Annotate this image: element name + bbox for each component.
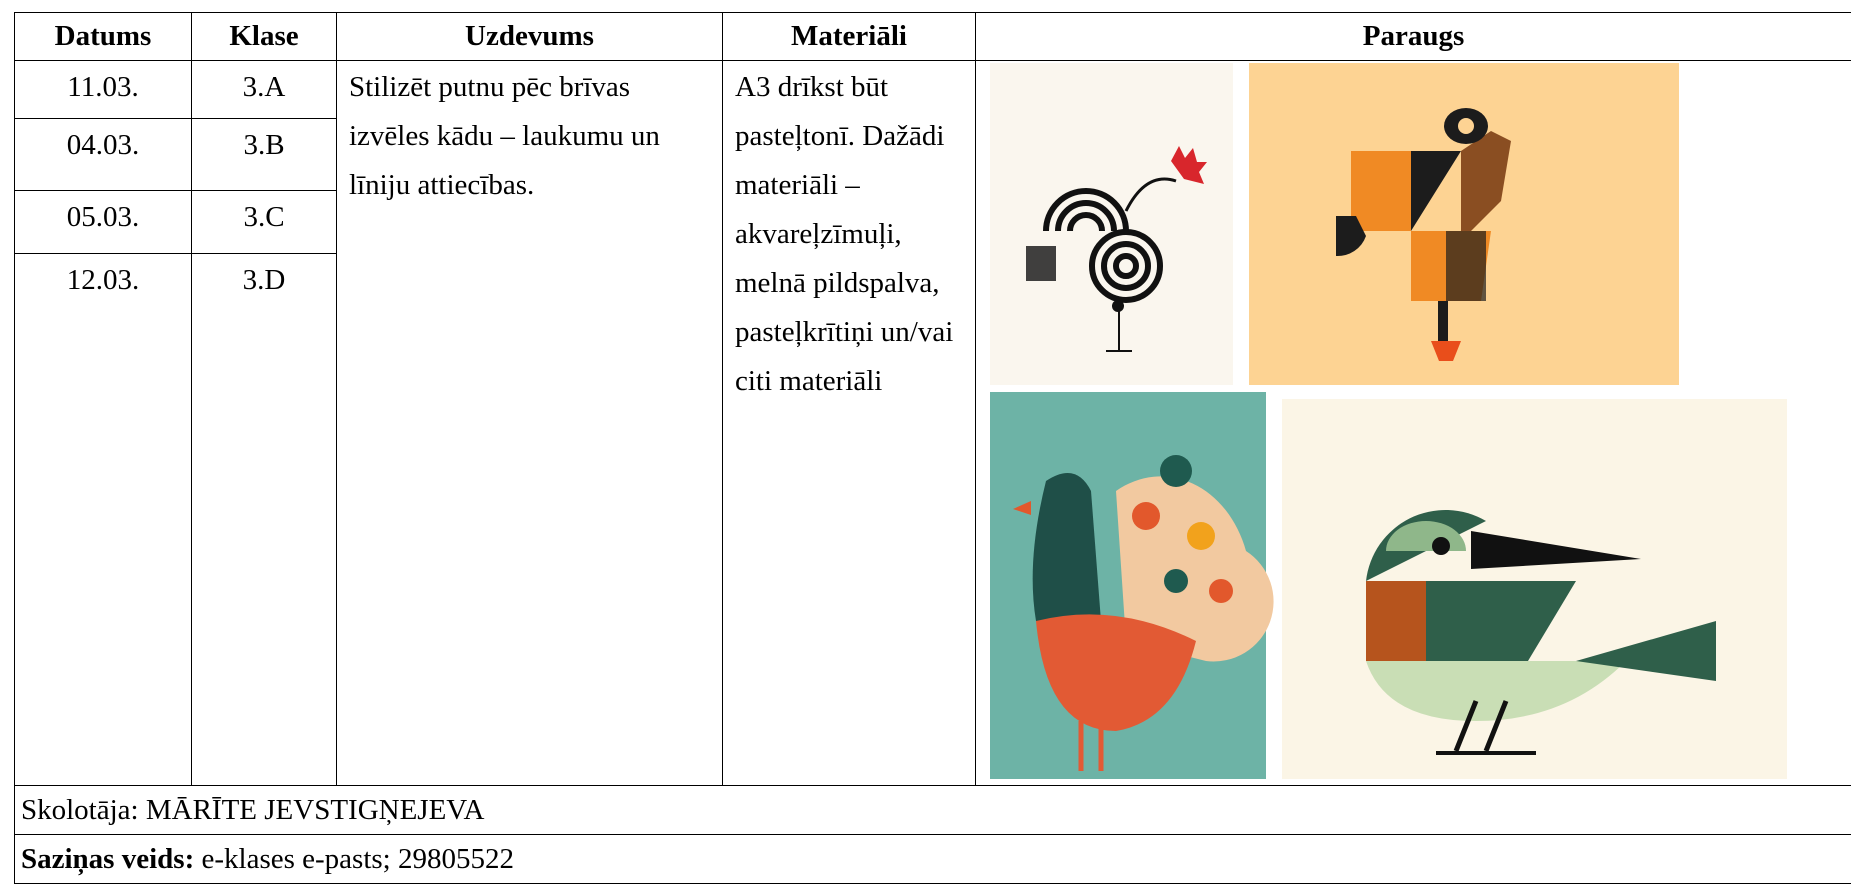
row: 11.03. 3.A Stilizēt putnu pēc brīvas izv… — [15, 61, 1851, 119]
header-cell: Klase — [192, 13, 337, 61]
materials-cell: A3 drīkst būt pasteļtonī. Dažādi materiā… — [723, 61, 976, 786]
date-cell: 04.03. — [15, 119, 192, 191]
example-images — [976, 61, 1836, 781]
image-rooster-bw — [990, 63, 1233, 385]
contact-label: Saziņas veids: — [21, 843, 194, 875]
task-cell: Stilizēt putnu pēc brīvas izvēles kādu –… — [337, 61, 723, 786]
header-cell: Materiāli — [723, 13, 976, 61]
class-cell: 3.A — [192, 61, 337, 119]
header-cell: Uzdevums — [337, 13, 723, 61]
image-peacock — [990, 392, 1274, 779]
date-cell: 12.03. — [15, 254, 192, 786]
schedule-table: Datums Klase Uzdevums Materiāli Paraugs … — [14, 12, 1851, 884]
footer-row: Skolotāja: MĀRĪTE JEVSTIGŅEJEVA — [15, 786, 1851, 835]
class-cell: 3.C — [192, 191, 337, 254]
header-cell: Datums — [15, 13, 192, 61]
teacher: Skolotāja: MĀRĪTE JEVSTIGŅEJEVA — [15, 786, 1851, 835]
contact: Saziņas veids: e-klases e-pasts; 2980552… — [15, 835, 1851, 884]
date-cell: 11.03. — [15, 61, 192, 119]
class-cell: 3.B — [192, 119, 337, 191]
header-row: Datums Klase Uzdevums Materiāli Paraugs — [15, 13, 1851, 61]
class-cell: 3.D — [192, 254, 337, 786]
date-cell: 05.03. — [15, 191, 192, 254]
image-kingfisher — [1282, 399, 1787, 779]
contact-value: e-klases e-pasts; 29805522 — [201, 843, 514, 875]
examples-cell — [976, 61, 1851, 786]
header-cell: Paraugs — [976, 13, 1851, 61]
footer-row: Saziņas veids: e-klases e-pasts; 2980552… — [15, 835, 1851, 884]
image-rooster-orange — [1249, 63, 1679, 385]
